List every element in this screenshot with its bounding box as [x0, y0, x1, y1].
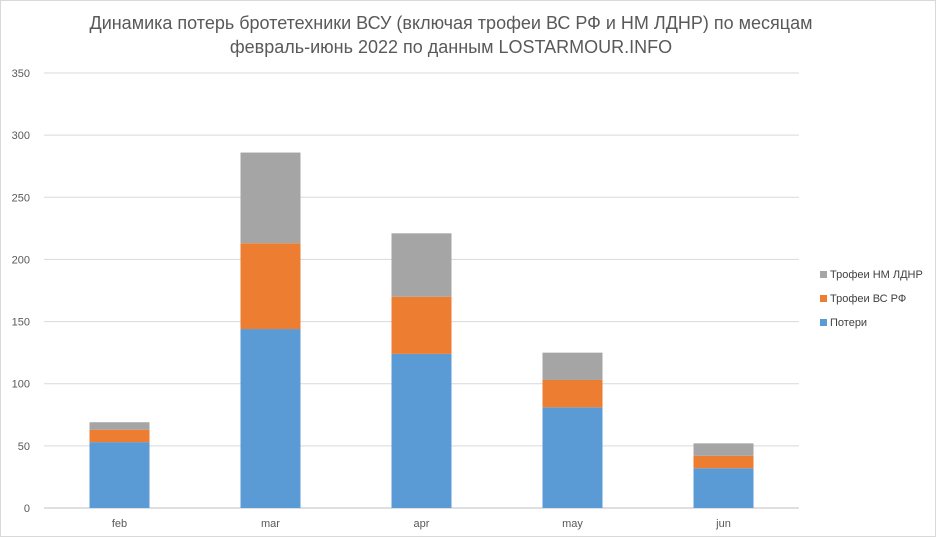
bar-segment [693, 443, 754, 456]
legend-label: Трофеи НМ ЛДНР [830, 269, 923, 281]
bar-segment [542, 407, 603, 508]
legend-swatch [820, 319, 827, 326]
bar-segment [542, 379, 603, 408]
bar-segment [391, 233, 452, 297]
x-tick-label: may [562, 518, 583, 530]
bar-segment [240, 329, 301, 508]
y-tick-label: 250 [12, 192, 30, 204]
bar-segment [542, 352, 603, 380]
legend-swatch [820, 271, 827, 278]
x-tick-label: feb [112, 518, 127, 530]
y-tick-label: 300 [12, 130, 30, 142]
bar-segment [240, 152, 301, 244]
y-tick-label: 0 [24, 503, 30, 515]
x-tick-label: mar [261, 518, 280, 530]
bar-segment [693, 455, 754, 469]
legend-label: Трофеи ВС РФ [830, 293, 906, 305]
bar-segment [89, 442, 150, 508]
y-tick-label: 200 [12, 254, 30, 266]
x-tick-label: apr [414, 518, 430, 530]
x-tick-label: jun [715, 518, 731, 530]
bar-segment [693, 468, 754, 508]
y-tick-label: 350 [12, 68, 30, 80]
y-tick-label: 100 [12, 379, 30, 391]
chart-subtitle: февраль-июнь 2022 по данным LOSTARMOUR.I… [229, 37, 673, 57]
bar-segment [89, 429, 150, 443]
y-tick-label: 150 [12, 317, 30, 329]
bar-segment [391, 296, 452, 354]
legend-swatch [820, 295, 827, 302]
bar-segment [89, 422, 150, 430]
bar-segment [391, 353, 452, 508]
bar-segment [240, 243, 301, 330]
y-tick-label: 50 [18, 441, 30, 453]
legend-label: Потери [830, 317, 867, 329]
chart-title: Динамика потерь бротетехники ВСУ (включа… [89, 13, 813, 33]
